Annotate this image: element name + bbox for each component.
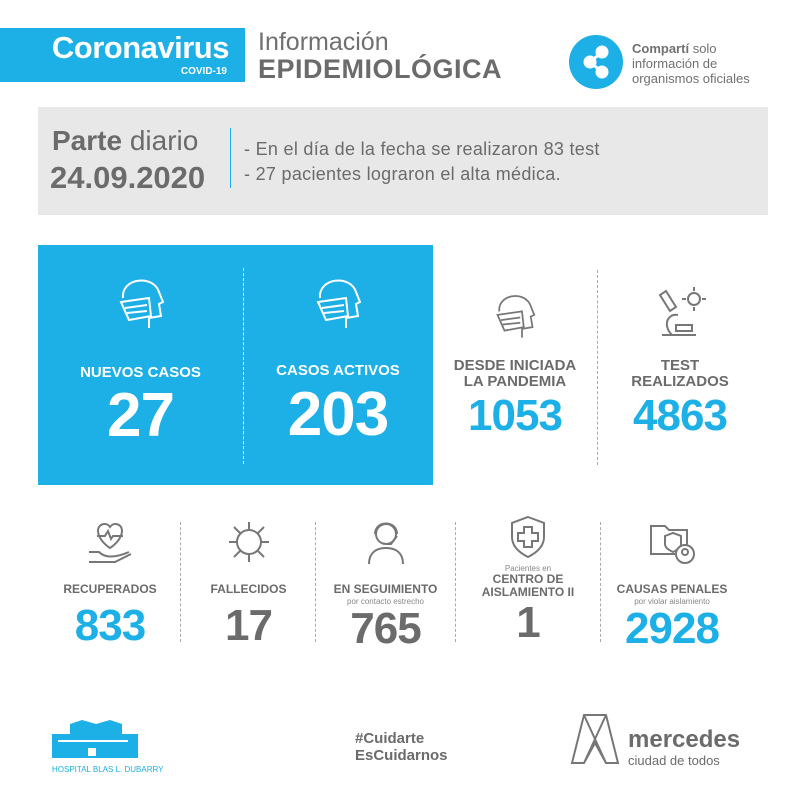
info-title: Información [258,28,389,56]
hospital-building-icon [52,720,138,758]
microscope-icon [658,287,706,336]
stat-value: 2928 [625,604,720,653]
stat-test-realizados: TEST REALIZADOS 4863 [600,285,760,442]
highlight-panel [38,245,433,485]
stat-causas-penales: CAUSAS PENALES por violar aislamiento 29… [602,518,742,652]
label-line1: CENTRO DE [492,572,564,586]
mercedes-logo [570,713,620,770]
face-mask-icon [496,295,536,338]
folder-shield-icon [650,525,695,564]
brand-title: Coronavirus [51,30,230,65]
share-bold: Compartí [632,41,690,56]
hashtag-line2: EsCuidarnos [355,747,448,764]
stat-label: TEST REALIZADOS [600,358,760,390]
hospital-name: HOSPITAL BLAS L. DUBARRY [52,765,164,774]
share-line2: información de [632,56,718,71]
stat-casos-activos: CASOS ACTIVOS 203 [243,268,433,451]
share-rest: solo [692,41,717,56]
share-notice: Compartí solo información de organismos … [632,41,750,86]
brand-subtitle: COVID-19 [180,66,227,77]
divider [315,522,316,642]
shield-cross-icon [511,515,545,559]
report-date: 24.09.2020 [50,160,206,195]
stat-label: CASOS ACTIVOS [276,362,400,379]
stat-value: 1 [516,598,540,647]
headset-person-icon [367,522,404,565]
label-line2: REALIZADOS [631,373,729,390]
share-line3: organismos oficiales [632,71,750,86]
hospital-logo: HOSPITAL BLAS L. DUBARRY [52,718,164,774]
report-panel [38,107,768,215]
heart-hand-icon [89,522,132,563]
label-line2: LA PANDEMIA [463,373,567,390]
stat-value: 1053 [468,391,563,440]
share-icon [569,35,623,89]
divider [600,522,601,642]
divider [180,522,181,642]
stat-nuevos-casos: NUEVOS CASOS 27 [38,268,243,451]
stat-label: DESDE INICIADA LA PANDEMIA [440,358,590,390]
stat-label: FALLECIDOS [210,582,287,596]
stat-value: 833 [74,601,146,650]
divider [230,128,231,188]
mercedes-m-icon [570,714,620,764]
hashtag: #Cuidarte EsCuidarnos [355,730,448,764]
stat-label: CAUSAS PENALES [616,582,728,596]
brand-banner: Coronavirus COVID-19 [0,28,245,82]
stat-label: NUEVOS CASOS [80,364,201,381]
stat-value: 4863 [633,391,728,440]
face-mask-icon [119,279,164,328]
hashtag-line1: #Cuidarte [355,730,425,747]
stat-value: 17 [225,601,273,650]
label-line1: TEST [660,357,700,374]
divider [597,270,598,465]
stat-label: CENTRO DE AISLAMIENTO II [456,573,600,599]
city-name: mercedes [628,726,741,753]
stat-label: EN SEGUIMIENTO [333,582,438,596]
stat-label: RECUPERADOS [63,582,157,596]
stat-sublabel: por violar aislamiento [634,597,710,606]
stat-value: 203 [287,380,389,449]
city-tagline: ciudad de todos [628,753,720,768]
stat-sublabel: por contacto estrecho [347,597,424,606]
label-line2: AISLAMIENTO II [481,585,575,599]
stat-prelabel: Pacientes en [504,564,552,573]
stat-recuperados: RECUPERADOS 833 [45,518,175,651]
stat-fallecidos: FALLECIDOS 17 [182,518,315,651]
report-title: Parte diario [52,125,198,157]
bullet-1: - En el día de la fecha se realizaron 83… [244,139,600,159]
stat-en-seguimiento: EN SEGUIMIENTO por contacto estrecho 765 [316,518,455,652]
stat-centro-aislamiento: Pacientes en CENTRO DE AISLAMIENTO II 1 [456,515,600,647]
divider [455,522,456,642]
virus-icon [228,522,269,562]
parte-rest: diario [129,125,199,156]
info-subtitle: EPIDEMIOLÓGICA [258,54,503,84]
stat-desde-pandemia: DESDE INICIADA LA PANDEMIA 1053 [440,285,590,442]
face-mask-icon [316,279,362,328]
divider [243,268,244,464]
stat-value: 27 [107,381,175,450]
stat-value: 765 [350,604,421,653]
label-line1: DESDE INICIADA [453,357,577,374]
bullet-2: - 27 pacientes lograron el alta médica. [244,164,561,184]
parte-bold: Parte [52,125,123,156]
